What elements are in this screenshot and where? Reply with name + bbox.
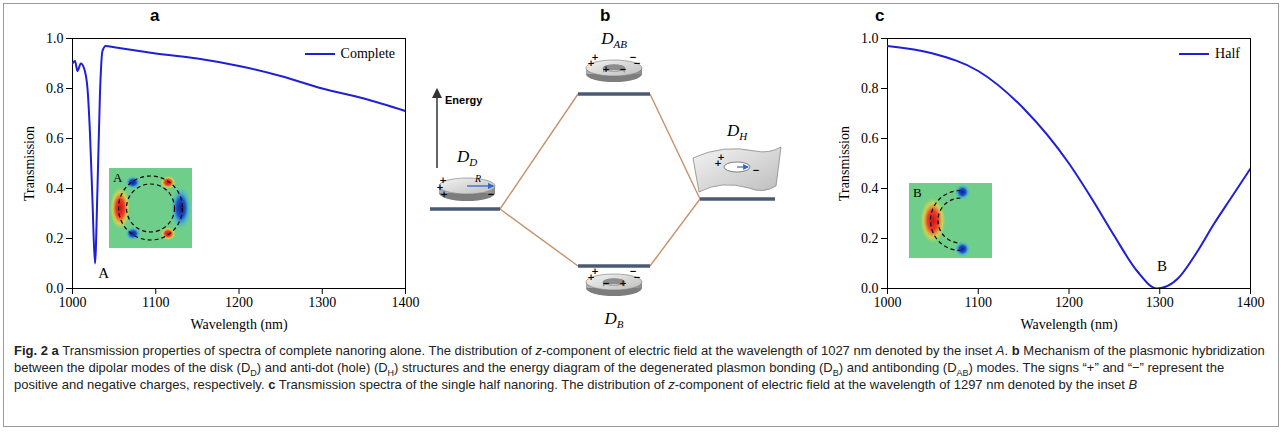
svg-text:+: +	[591, 266, 599, 276]
svg-text:0.6: 0.6	[861, 131, 879, 146]
svg-text:0.2: 0.2	[46, 231, 64, 246]
html-text:Fig. 2 a Transmission properti: Fig. 2 a Transmission properties of spec…	[14, 343, 1265, 392]
svg-text:+: +	[619, 278, 627, 288]
svg-text:+: +	[440, 189, 448, 199]
svg-text:0.2: 0.2	[861, 231, 879, 246]
svg-text:+: +	[717, 152, 725, 162]
svg-text:DAB: DAB	[600, 29, 627, 50]
svg-text:Wavelength (nm): Wavelength (nm)	[1020, 317, 1118, 333]
svg-text:R: R	[474, 173, 481, 184]
svg-text:1200: 1200	[225, 295, 253, 310]
svg-text:1300: 1300	[308, 295, 336, 310]
svg-text:B: B	[1157, 258, 1167, 274]
svg-text:1300: 1300	[1146, 295, 1174, 310]
svg-text:1400: 1400	[1237, 295, 1265, 310]
svg-text:1000: 1000	[59, 295, 87, 310]
svg-text:1100: 1100	[142, 295, 169, 310]
html-text:c: c	[875, 6, 885, 25]
svg-text:−: −	[633, 58, 641, 68]
svg-text:B: B	[913, 185, 922, 200]
svg-text:0.6: 0.6	[46, 131, 64, 146]
svg-text:Transmission: Transmission	[22, 126, 37, 201]
svg-text:0.0: 0.0	[46, 281, 64, 296]
svg-text:A: A	[98, 265, 109, 281]
svg-text:−: −	[487, 189, 495, 199]
svg-text:1.0: 1.0	[861, 31, 879, 46]
svg-text:Transmission: Transmission	[837, 126, 852, 201]
svg-text:+: +	[591, 52, 599, 62]
svg-text:0.4: 0.4	[861, 181, 879, 196]
svg-text:−: −	[619, 64, 627, 74]
svg-text:A: A	[113, 170, 123, 185]
svg-text:−: −	[633, 272, 641, 282]
svg-text:DH: DH	[726, 121, 748, 142]
svg-text:1200: 1200	[1055, 295, 1083, 310]
svg-text:DB: DB	[603, 309, 623, 330]
svg-text:0.0: 0.0	[861, 281, 879, 296]
svg-text:1000: 1000	[874, 295, 902, 310]
svg-text:0.8: 0.8	[46, 81, 64, 96]
html-text:Complete: Complete	[340, 46, 395, 61]
svg-text:1.0: 1.0	[46, 31, 64, 46]
svg-text:0.4: 0.4	[46, 181, 64, 196]
svg-text:Wavelength (nm): Wavelength (nm)	[190, 317, 288, 333]
html-text:b: b	[600, 6, 611, 25]
svg-text:1100: 1100	[965, 295, 992, 310]
svg-text:−: −	[602, 278, 610, 288]
svg-text:0.8: 0.8	[861, 81, 879, 96]
svg-text:−: −	[752, 165, 760, 175]
html-text:Half: Half	[1215, 46, 1240, 61]
svg-text:Energy: Energy	[445, 94, 483, 106]
svg-text:+: +	[602, 64, 610, 74]
svg-text:1400: 1400	[392, 295, 420, 310]
svg-text:DD: DD	[456, 147, 477, 168]
html-text:a: a	[150, 6, 160, 25]
